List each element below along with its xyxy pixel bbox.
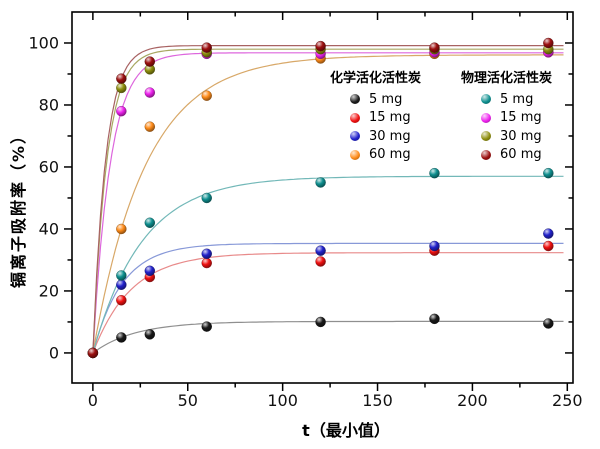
data-point-series-4 <box>144 217 156 228</box>
legend-item-label: 15 mg <box>500 110 542 126</box>
fit-curve-series-0 <box>92 320 564 354</box>
y-tick-label: 80 <box>39 95 59 114</box>
legend-group-title: 物理活化活性炭 <box>461 71 553 86</box>
legend-marker-icon <box>481 149 492 160</box>
data-point-series-4 <box>315 177 326 188</box>
legend-marker-icon <box>350 131 360 142</box>
legend-marker-icon <box>481 112 492 123</box>
legend-item: 60 mg <box>461 146 552 165</box>
fit-curve-series-3 <box>92 54 564 354</box>
data-point-series-0 <box>429 313 440 325</box>
legend-item: 15 mg <box>330 109 421 128</box>
legend-item-label: 15 mg <box>369 110 411 126</box>
data-point-series-6 <box>116 82 127 94</box>
data-point-series-1 <box>116 295 127 306</box>
legend-item-label: 30 mg <box>500 128 542 144</box>
legend-group-title: 化学活化活性炭 <box>330 71 422 86</box>
data-point-series-4 <box>543 167 554 179</box>
legend-item-label: 5 mg <box>369 91 403 107</box>
data-point-series-3 <box>116 223 127 235</box>
fit-curve-series-5 <box>92 52 564 353</box>
data-point-series-7 <box>315 40 326 52</box>
fit-curve-series-2 <box>92 242 564 354</box>
data-point-series-7 <box>201 42 212 53</box>
legend-marker-icon <box>350 94 360 105</box>
legend-item-label: 60 mg <box>369 147 411 163</box>
legend-item: 5 mg <box>330 90 421 109</box>
x-tick-label: 150 <box>362 391 393 410</box>
data-point-series-0 <box>144 329 156 340</box>
data-point-series-1 <box>543 240 554 252</box>
data-point-series-4 <box>116 270 127 281</box>
legend-group-0: 化学活化活性炭 5 mg 15 mg 30 mg 60 mg <box>330 67 421 164</box>
data-point-series-2 <box>315 245 326 256</box>
legend-marker-icon <box>350 112 360 123</box>
y-tick-label: 60 <box>39 157 59 176</box>
data-point-series-5 <box>144 87 156 98</box>
data-point-series-2 <box>144 265 156 277</box>
x-tick-label: 200 <box>457 391 488 410</box>
fit-curve-series-4 <box>92 175 564 354</box>
data-point-series-7 <box>429 42 440 53</box>
legend-item: 30 mg <box>330 127 421 146</box>
legend-marker-icon <box>350 149 360 160</box>
data-point-series-0 <box>315 316 326 328</box>
data-point-series-2 <box>429 240 440 252</box>
data-point-series-4 <box>201 192 212 204</box>
fit-curve-series-1 <box>92 252 564 354</box>
data-point-series-3 <box>201 90 212 101</box>
legend-item-label: 30 mg <box>369 128 411 144</box>
data-point-series-0 <box>116 332 127 343</box>
fit-curve-series-6 <box>92 48 564 353</box>
legend-item-label: 5 mg <box>500 91 534 107</box>
data-point-series-2 <box>116 279 127 290</box>
data-point-series-3 <box>144 121 156 132</box>
legend-item: 5 mg <box>461 90 552 109</box>
data-point-series-0 <box>543 318 554 329</box>
legend: 化学活化活性炭 5 mg 15 mg 30 mg 60 mg 物理活化活性炭 5 mg 15 … <box>330 67 552 164</box>
data-point-series-2 <box>543 228 554 239</box>
legend-item: 30 mg <box>461 127 552 146</box>
data-point-series-7 <box>144 56 156 67</box>
legend-group-1: 物理活化活性炭 5 mg 15 mg 30 mg 60 mg <box>461 67 552 164</box>
y-axis-label: 镉离子吸附率（%） <box>9 125 28 289</box>
legend-item: 15 mg <box>461 109 552 128</box>
legend-item-label: 60 mg <box>500 147 542 163</box>
x-axis-label: t（最小值） <box>302 421 390 440</box>
legend-marker-icon <box>481 94 492 105</box>
fit-curve-series-7 <box>92 45 564 353</box>
y-tick-label: 40 <box>39 219 59 238</box>
y-tick-label: 20 <box>39 281 59 300</box>
data-point-series-7 <box>87 347 99 359</box>
y-tick-label: 0 <box>49 343 59 362</box>
x-tick-label: 250 <box>552 391 583 410</box>
x-tick-label: 50 <box>178 391 198 410</box>
x-tick-label: 100 <box>267 391 298 410</box>
y-tick-label: 100 <box>28 33 59 52</box>
data-point-series-1 <box>201 257 212 269</box>
data-point-series-0 <box>201 321 212 332</box>
data-point-series-7 <box>543 37 554 49</box>
data-point-series-1 <box>315 256 326 267</box>
legend-item: 60 mg <box>330 146 421 165</box>
data-point-series-5 <box>116 105 127 117</box>
x-tick-label: 0 <box>88 391 98 410</box>
data-point-series-7 <box>116 73 127 84</box>
data-point-series-4 <box>429 167 440 179</box>
legend-marker-icon <box>481 131 492 142</box>
data-point-series-2 <box>201 248 212 259</box>
